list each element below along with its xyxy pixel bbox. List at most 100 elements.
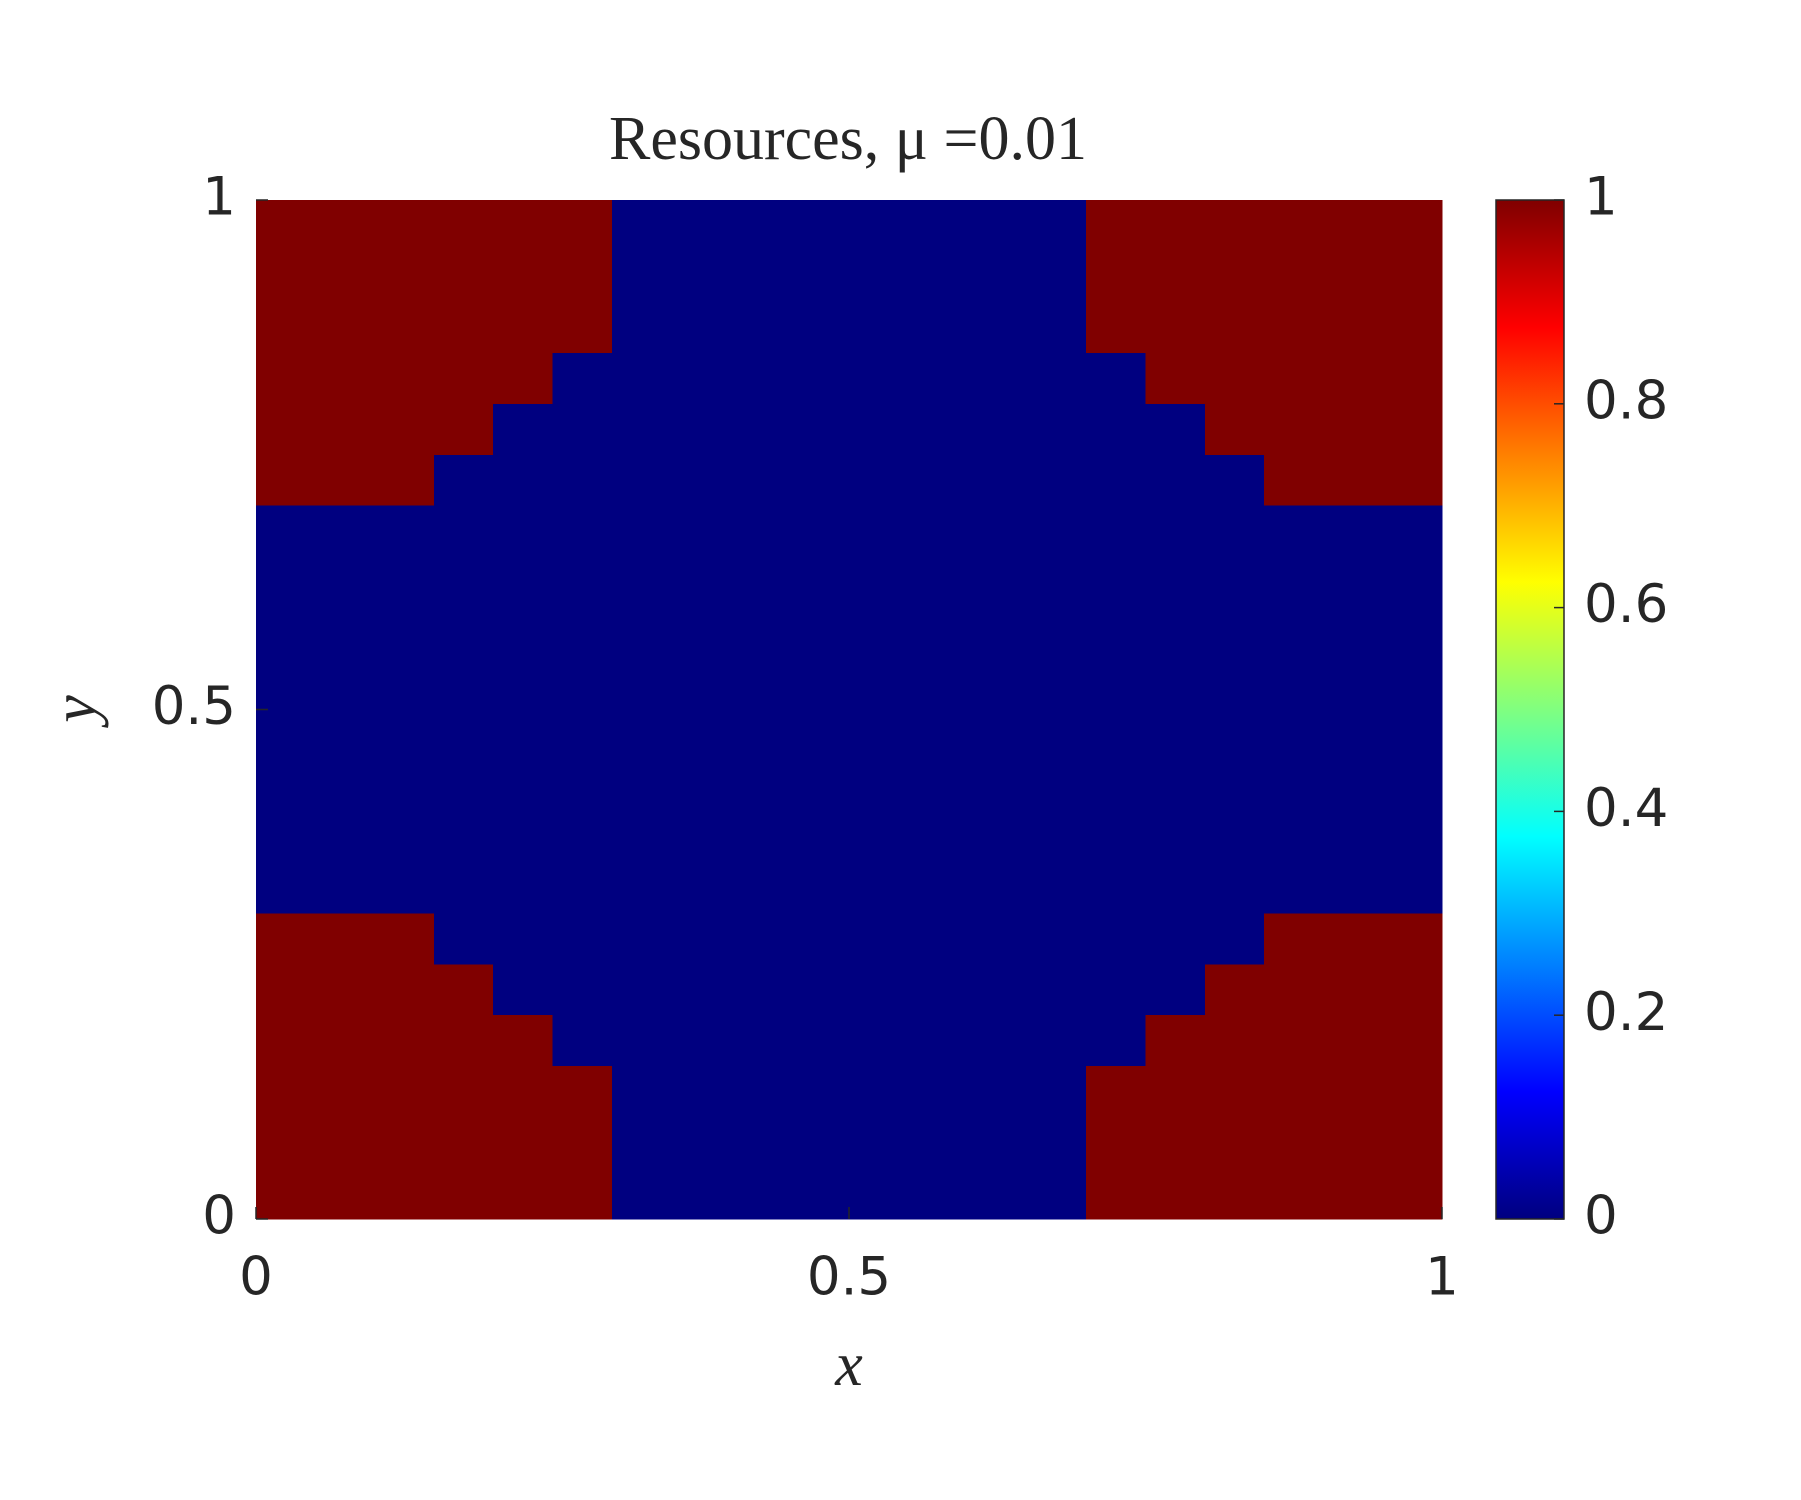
heatmap-cell [1086, 1066, 1147, 1118]
heatmap-cell [493, 862, 554, 914]
heatmap-cell [849, 760, 909, 812]
heatmap-cell [611, 200, 672, 252]
heatmap-cell [256, 556, 316, 609]
heatmap-cell [849, 200, 909, 252]
heatmap-cell [374, 709, 435, 762]
heatmap-cell [849, 250, 909, 303]
heatmap-cell [730, 403, 791, 456]
heatmap-cell [1145, 913, 1206, 965]
heatmap-cell [671, 403, 731, 456]
heatmap-cell [611, 250, 672, 303]
heatmap-cell [256, 709, 316, 762]
heatmap-cell [908, 862, 969, 914]
heatmap-cell [1086, 403, 1147, 456]
heatmap-cell [315, 200, 376, 252]
heatmap-cell [493, 454, 554, 507]
heatmap-cell [374, 352, 435, 405]
heatmap-cell [1026, 1117, 1087, 1169]
heatmap-cell [493, 1066, 554, 1118]
heatmap-cell [256, 964, 316, 1016]
heatmap-cell [967, 1168, 1028, 1220]
heatmap-cell [433, 607, 494, 660]
heatmap-cell [433, 913, 494, 965]
heatmap-cell [493, 913, 554, 965]
heatmap-cell [433, 1066, 494, 1118]
heatmap-cell [908, 811, 969, 863]
heatmap-cell [374, 811, 435, 863]
heatmap-cell [849, 862, 909, 914]
heatmap-cell [1382, 913, 1443, 965]
heatmap-cell [1204, 1015, 1265, 1067]
heatmap-cell [552, 301, 613, 354]
heatmap-cell [967, 556, 1028, 609]
heatmap-cell [315, 556, 376, 609]
heatmap-cell [1382, 658, 1443, 711]
heatmap-cell [493, 403, 554, 456]
heatmap-cell [908, 505, 969, 558]
heatmap-cell [1204, 200, 1265, 252]
heatmap-cell [1204, 505, 1265, 558]
heatmap-cell [1204, 250, 1265, 303]
heatmap-cell [1323, 760, 1384, 812]
heatmap-cell [1086, 709, 1147, 762]
heatmap-cell [967, 200, 1028, 252]
heatmap-cell [1145, 1117, 1206, 1169]
heatmap-cell [374, 1015, 435, 1067]
heatmap-cell [908, 250, 969, 303]
heatmap-cell [1264, 1066, 1324, 1118]
heatmap-cell [1145, 352, 1206, 405]
heatmap-cell [908, 709, 969, 762]
heatmap-cell [671, 505, 731, 558]
heatmap-cell [1382, 556, 1443, 609]
heatmap-cell [374, 454, 435, 507]
heatmap-cell [1026, 760, 1087, 812]
heatmap-cell [433, 964, 494, 1016]
heatmap-cell [671, 658, 731, 711]
heatmap-cell [1086, 200, 1147, 252]
heatmap-cell [374, 1117, 435, 1169]
heatmap-cell [433, 811, 494, 863]
heatmap-cell [908, 556, 969, 609]
heatmap-cell [1145, 1168, 1206, 1220]
heatmap-cell [1026, 1066, 1087, 1118]
heatmap-cell [315, 760, 376, 812]
heatmap-cell [789, 556, 850, 609]
heatmap-cell [1026, 1168, 1087, 1220]
heatmap-cell [967, 811, 1028, 863]
heatmap-cell [611, 811, 672, 863]
heatmap-cell [611, 709, 672, 762]
y-axis-label: y [41, 695, 109, 729]
colorbar-tick-label: 0.4 [1584, 778, 1668, 839]
heatmap-cell [671, 1117, 731, 1169]
heatmap-cell [1086, 1015, 1147, 1067]
heatmap-cell [671, 250, 731, 303]
heatmap-cell [611, 352, 672, 405]
heatmap-cell [611, 964, 672, 1016]
y-tick-label: 0 [202, 1186, 236, 1247]
heatmap-cell [552, 913, 613, 965]
heatmap-cell [256, 250, 316, 303]
heatmap-cell [849, 709, 909, 762]
heatmap-cell [552, 403, 613, 456]
heatmap-cell [1323, 454, 1384, 507]
heatmap-cell [849, 811, 909, 863]
heatmap-cell [849, 301, 909, 354]
heatmap-cell [967, 607, 1028, 660]
heatmap-cell [374, 505, 435, 558]
heatmap-cell [611, 607, 672, 660]
heatmap-cell [671, 709, 731, 762]
heatmap-cell [1026, 505, 1087, 558]
heatmap-cell [256, 913, 316, 965]
heatmap-cell [1204, 301, 1265, 354]
heatmap-cell [315, 454, 376, 507]
heatmap-cell [552, 811, 613, 863]
heatmap-cell [552, 250, 613, 303]
heatmap-cell [1026, 403, 1087, 456]
heatmap-cell [1264, 352, 1324, 405]
heatmap-cell [493, 1168, 554, 1220]
heatmap-cell [1086, 862, 1147, 914]
heatmap-cell [908, 760, 969, 812]
heatmap-cell [374, 760, 435, 812]
colorbar-tick-label: 1 [1584, 167, 1618, 228]
heatmap-cell [493, 607, 554, 660]
